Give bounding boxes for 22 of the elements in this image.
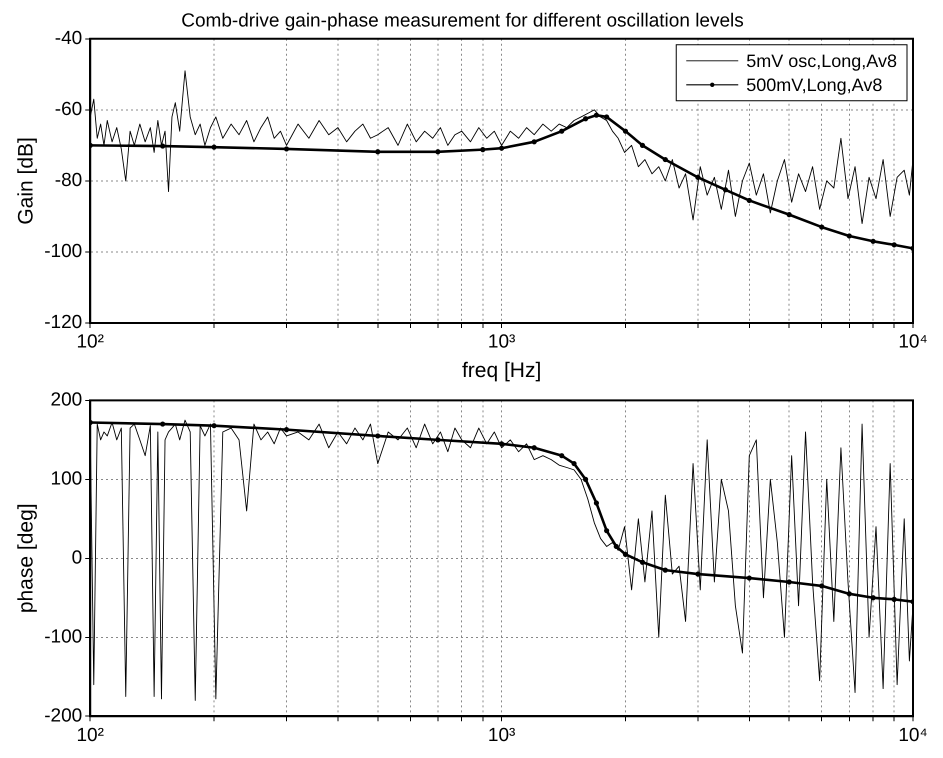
x-axis-title: freq [Hz] [462,359,542,382]
y-axis-title: Gain [dB] [14,137,38,225]
x-tick-label: 10⁴ [898,332,928,353]
y-tick-label: -60 [54,99,82,120]
chart-title: Comb-drive gain-phase measurement for different oscillation levels [181,10,744,32]
y-axis-title: phase [deg] [14,503,38,614]
y-tick-label: -200 [44,705,82,726]
x-tick-label: 10² [76,332,104,353]
legend-label: 500mV,Long,Av8 [746,74,882,95]
x-tick-label: 10³ [488,724,516,746]
x-tick-label: 10⁴ [898,724,928,746]
y-tick-label: -120 [44,312,82,334]
y-tick-label: -40 [54,28,82,50]
y-tick-label: -100 [44,241,82,262]
y-tick-label: 100 [50,468,82,490]
y-tick-label: 200 [50,390,82,411]
legend-label: 5mV osc,Long,Av8 [746,50,898,71]
y-tick-label: 0 [72,548,82,569]
x-tick-label: 10³ [488,332,516,353]
y-tick-label: -100 [44,626,82,648]
y-tick-label: -80 [54,170,82,192]
x-tick-label: 10² [76,724,104,746]
